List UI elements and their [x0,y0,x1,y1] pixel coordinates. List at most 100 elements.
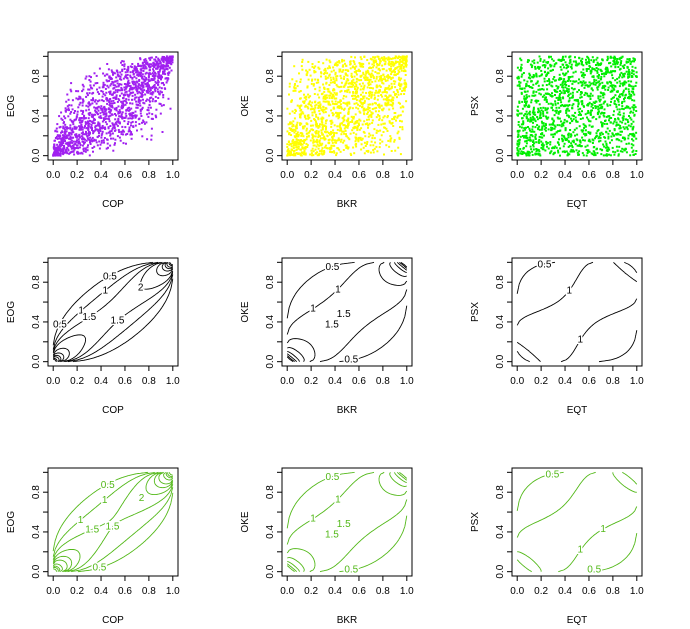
scatter-point [319,107,322,110]
scatter-point [306,135,308,138]
scatter-point [575,127,578,130]
scatter-point [72,150,75,153]
scatter-point [84,138,86,141]
scatter-point [378,117,381,120]
scatter-point [357,68,360,71]
scatter-point [329,61,332,64]
scatter-point [394,86,397,89]
scatter-point [551,127,554,129]
scatter-point [621,76,624,79]
scatter-point [162,71,164,74]
scatter-point [347,79,350,82]
scatter-point [555,111,558,114]
contour-line [52,472,174,572]
scatter-point [168,71,171,74]
scatter-point [355,65,358,68]
scatter-point [76,150,79,153]
scatter-point [324,69,327,72]
scatter-point [364,79,367,81]
scatter-point [561,104,564,106]
scatter-point [614,70,617,73]
scatter-point [552,59,555,62]
scatter-point [82,148,85,151]
scatter-point [76,135,79,138]
scatter-point [629,63,632,65]
scatter-point [631,134,634,137]
scatter-point [632,106,635,109]
scatter-point [146,109,149,111]
scatter-point [78,125,81,128]
scatter-point [526,96,528,99]
scatter-point [367,115,370,118]
scatter-point [87,144,89,147]
scatter-point [321,133,324,136]
scatter-point [529,129,531,132]
scatter-point [532,106,535,109]
scatter-point [113,91,115,94]
scatter-point [554,109,557,112]
scatter-point [621,137,624,139]
scatter-point [156,61,159,64]
scatter-point [364,135,367,138]
scatter-point [602,85,605,88]
plot-frame [511,51,643,161]
scatter-point [577,102,580,105]
scatter-point [335,139,338,142]
scatter-point [367,71,370,74]
scatter-point [399,102,401,105]
scatter-point [402,87,405,90]
scatter-point [289,121,292,124]
scatter-point [558,106,561,109]
scatter-point [295,80,298,83]
scatter-point [304,147,307,150]
scatter-point [129,76,132,79]
scatter-point [540,140,543,143]
scatter-point [542,112,545,115]
scatter-point [94,82,97,85]
scatter-point [314,88,317,91]
scatter-point [339,68,342,71]
scatter-point [161,57,164,60]
x-axis-title: BKR [337,405,358,416]
scatter-point [581,152,584,155]
scatter-point [93,72,96,75]
x-tick-label: 0.8 [142,586,156,597]
scatter-point [542,88,545,91]
x-axis-title: BKR [337,199,358,210]
scatter-point [359,70,361,73]
scatter-point [548,56,551,59]
scatter-point [622,112,625,115]
scatter-point [375,116,378,119]
scatter-point [401,126,404,129]
x-tick-label: 0.6 [582,586,596,597]
scatter-point [139,109,142,112]
scatter-point [155,56,158,59]
scatter-point [113,123,116,126]
scatter-point [589,120,592,123]
scatter-point [604,140,607,143]
scatter-point [315,152,318,155]
scatter-point [55,148,58,151]
scatter-point [120,104,123,107]
scatter-point [560,59,563,62]
contour-line [287,472,407,572]
scatter-point [370,93,373,96]
scatter-point [550,84,553,87]
scatter-point [64,133,67,136]
scatter-point [539,107,542,109]
scatter-point [544,109,547,112]
scatter-point [548,78,550,81]
scatter-point [311,111,314,114]
scatter-point [599,98,602,101]
scatter-point [112,84,115,87]
scatter-point [377,110,380,113]
scatter-point [598,80,601,83]
scatter-point [570,63,573,66]
scatter-point [324,95,327,98]
scatter-point [550,150,553,153]
scatter-point [539,117,541,120]
scatter-point [565,63,568,66]
scatter-point [613,129,616,132]
scatter-point [335,154,338,157]
scatter-point [610,117,613,119]
